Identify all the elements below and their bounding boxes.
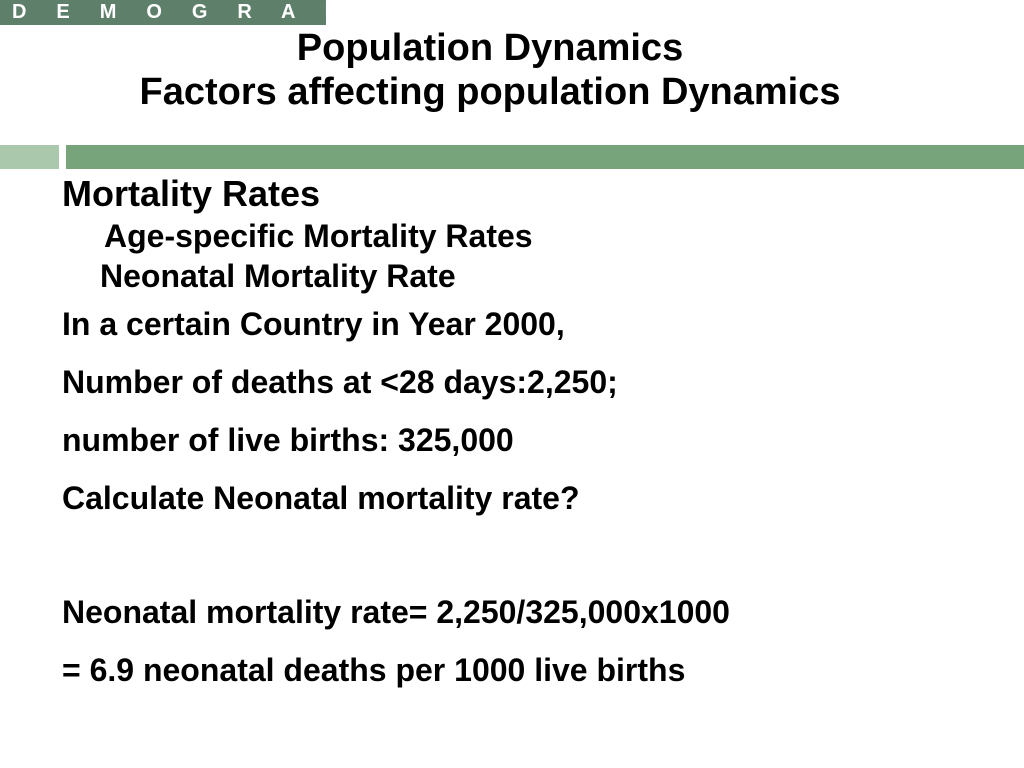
spacer [62,527,1002,583]
title-line-2: Factors affecting population Dynamics [139,71,841,113]
problem-line: In a certain Country in Year 2000, [62,306,565,342]
problem-line: Calculate Neonatal mortality rate? [62,480,580,516]
section-heading: Mortality Rates [62,173,321,214]
slide-title: Population Dynamics Factors affecting po… [0,26,980,114]
problem-line: number of live births: 325,000 [62,422,514,458]
divider-bar-left [0,145,59,169]
subheading-age-specific: Age-specific Mortality Rates [104,218,533,254]
answer-line: = 6.9 neonatal deaths per 1000 live birt… [62,652,686,688]
title-line-1: Population Dynamics [296,27,684,69]
answer-line: Neonatal mortality rate= 2,250/325,000x1… [62,594,730,630]
slide-body: Mortality Rates Age-specific Mortality R… [62,172,1002,699]
divider-bar-right [66,145,1024,169]
demography-banner: D E M O G R A P H Y [0,0,326,25]
subheading-neonatal: Neonatal Mortality Rate [100,258,456,294]
problem-line: Number of deaths at <28 days:2,250; [62,364,618,400]
